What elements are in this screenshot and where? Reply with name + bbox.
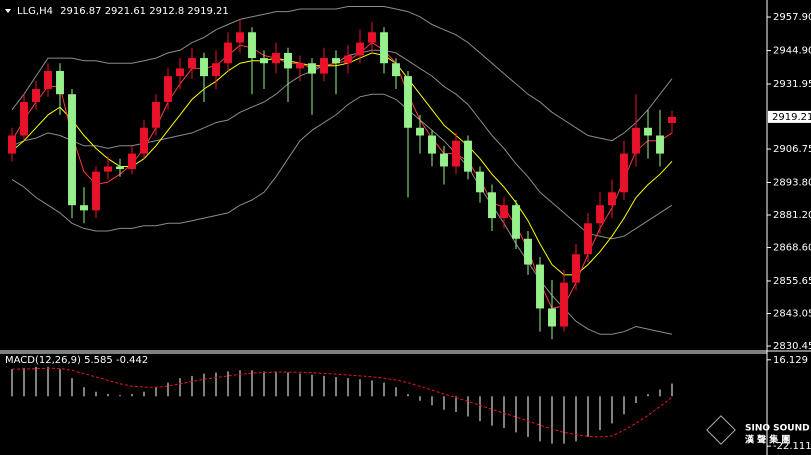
candle-body — [668, 116, 676, 123]
candle-body — [344, 55, 352, 64]
candle-body — [224, 42, 232, 64]
candle-body — [212, 63, 220, 77]
candle-body — [548, 308, 556, 327]
candle-body — [80, 205, 88, 211]
candle-body — [404, 76, 412, 128]
candle-body — [416, 127, 424, 136]
candle-body — [380, 32, 388, 64]
candle-body — [188, 58, 196, 69]
candle-body — [632, 127, 640, 154]
candle-body — [464, 140, 472, 172]
y-tick-label: 2944.90 — [773, 46, 811, 57]
macd-label: MACD(12,26,9) — [5, 355, 81, 366]
macd-value: 5.585 — [84, 355, 113, 366]
watermark-chinese: 漢 聲 集 團 — [745, 434, 790, 446]
candle-body — [524, 238, 532, 265]
price-tag — [768, 110, 811, 123]
candle-body — [92, 171, 100, 211]
candle-body — [584, 223, 592, 255]
y-tick-label: 16.129 — [773, 355, 808, 366]
candle-body — [32, 89, 40, 102]
candle-body — [476, 171, 484, 193]
candle-body — [248, 32, 256, 59]
candle-body — [332, 58, 340, 64]
candle-body — [152, 101, 160, 128]
candle-body — [596, 205, 604, 224]
candle-body — [392, 63, 400, 77]
candle-body — [620, 153, 628, 193]
candle-body — [236, 32, 244, 43]
candle-body — [128, 153, 136, 170]
candle-body — [272, 52, 280, 64]
candle-body — [488, 192, 496, 219]
chart-header: LLG,H4 2916.87 2921.61 2912.8 2919.21 — [17, 6, 229, 17]
candle-body — [44, 70, 52, 90]
candle-body — [572, 254, 580, 283]
candle-body — [56, 70, 64, 95]
macd-header: MACD(12,26,9) 5.585 -0.442 — [5, 355, 148, 366]
candle-body — [536, 264, 544, 309]
y-tick-label: 2843.05 — [773, 308, 811, 319]
close-value: 2919.21 — [187, 6, 228, 17]
candle-body — [284, 52, 292, 69]
y-tick-label: 2957.90 — [773, 12, 811, 23]
candle-body — [500, 205, 508, 219]
candle-body — [308, 63, 316, 74]
symbol: LLG,H4 — [17, 6, 53, 17]
candle-body — [116, 166, 124, 170]
candle-body — [200, 58, 208, 77]
y-tick-label: 2868.60 — [773, 243, 811, 254]
y-tick-label: -22.111 — [773, 441, 811, 452]
watermark: SINO SOUND 漢 聲 集 團 — [706, 415, 810, 446]
candle-body — [260, 58, 268, 64]
candle-body — [452, 140, 460, 167]
candle-body — [512, 205, 520, 239]
candle-body — [368, 32, 376, 43]
overlay-line — [11, 6, 673, 142]
candle-body — [356, 42, 364, 56]
y-tick-label: 2893.80 — [773, 177, 811, 188]
y-tick-label: 2855.65 — [773, 276, 811, 287]
candle-body — [176, 68, 184, 77]
overlay-line — [11, 49, 673, 240]
candle-body — [164, 76, 172, 102]
y-tick-label: 2906.75 — [773, 144, 811, 155]
logo-mark — [706, 415, 736, 445]
candle-body — [608, 192, 616, 206]
price-tag-label: 2919.21 — [772, 112, 811, 123]
candle-body — [296, 63, 304, 69]
candle-body — [68, 94, 76, 206]
watermark-brand: SINO SOUND — [745, 424, 810, 434]
y-tick-label: 2931.95 — [773, 79, 811, 90]
open-value: 2916.87 — [60, 6, 101, 17]
candle-body — [428, 135, 436, 154]
candle-body — [440, 153, 448, 167]
candle-body — [644, 127, 652, 136]
candle-body — [8, 135, 16, 154]
candle-body — [320, 58, 328, 74]
signal-value: -0.442 — [116, 355, 148, 366]
menu-arrow[interactable] — [5, 9, 11, 13]
y-tick-label: 2830.45 — [773, 341, 811, 352]
candle-body — [656, 135, 664, 154]
candle-body — [20, 101, 28, 136]
high-value: 2921.61 — [105, 6, 146, 17]
candle-body — [140, 127, 148, 154]
candle-body — [104, 166, 112, 172]
candle-body — [560, 282, 568, 327]
signal-line — [12, 367, 673, 438]
y-tick-label: 2881.20 — [773, 210, 811, 221]
low-value: 2912.8 — [149, 6, 184, 17]
